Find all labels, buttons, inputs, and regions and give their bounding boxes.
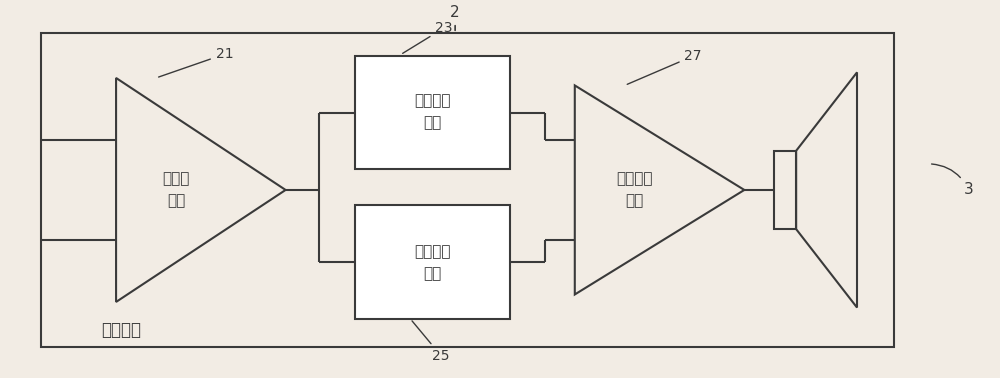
Bar xyxy=(774,151,796,229)
Text: 低通滤波
电路: 低通滤波 电路 xyxy=(414,93,451,130)
Text: 23: 23 xyxy=(403,21,453,53)
Bar xyxy=(355,205,510,319)
Text: 3: 3 xyxy=(932,164,973,197)
Bar xyxy=(41,33,894,347)
Text: 功率放大
电路: 功率放大 电路 xyxy=(616,171,653,209)
Text: 27: 27 xyxy=(627,49,702,84)
Polygon shape xyxy=(575,85,744,294)
Text: 21: 21 xyxy=(159,47,233,77)
Polygon shape xyxy=(116,78,286,302)
Text: 2: 2 xyxy=(450,5,460,30)
Polygon shape xyxy=(796,72,857,308)
Text: 25: 25 xyxy=(412,321,450,363)
Bar xyxy=(355,56,510,169)
Text: 预放大
电路: 预放大 电路 xyxy=(162,171,190,209)
Text: 高通滤波
电路: 高通滤波 电路 xyxy=(414,244,451,281)
Text: 功放电路: 功放电路 xyxy=(101,321,141,339)
